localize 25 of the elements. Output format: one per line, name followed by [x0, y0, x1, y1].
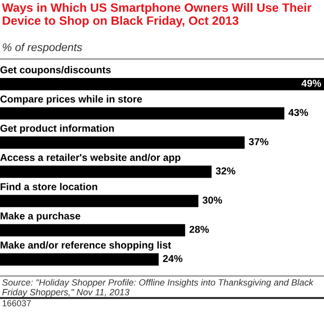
bar	[0, 253, 159, 266]
bar	[0, 78, 324, 90]
source-note: Source: "Holiday Shopper Profile: Offline Insights into Thanksgiving and Black Friday Shoppers," Nov 11, 2013	[2, 279, 314, 298]
bar	[0, 136, 245, 149]
y-tick-label: Get product information	[0, 124, 114, 134]
y-tick-label: Compare prices while in store	[0, 95, 142, 105]
text: 166037	[2, 300, 31, 306]
bar	[0, 224, 186, 236]
data-label: 30%	[202, 196, 222, 204]
y-tick-label: Make and/or reference shopping list	[0, 241, 172, 251]
y-tick-label: Make a purchase	[0, 212, 80, 222]
y-tick-label: Get coupons/discounts	[0, 66, 111, 76]
bar	[0, 166, 212, 178]
data-label: 43%	[288, 108, 308, 116]
chart-subtitle: % of respodents	[2, 43, 82, 54]
data-label: 24%	[163, 255, 182, 262]
data-label: 32%	[216, 167, 236, 174]
data-label: 49%	[301, 80, 322, 87]
chart-title: Ways in Which US Smartphone Owners Will Use Their Device to Shop on Black Friday, Oct 2013	[2, 3, 312, 28]
data-label: 28%	[189, 226, 209, 233]
bar	[0, 107, 284, 120]
data-label: 37%	[248, 138, 268, 146]
bar	[0, 194, 198, 208]
y-tick-label: Find a store location	[0, 182, 98, 190]
y-tick-label: Access a retailer's website and/or app	[0, 154, 180, 164]
